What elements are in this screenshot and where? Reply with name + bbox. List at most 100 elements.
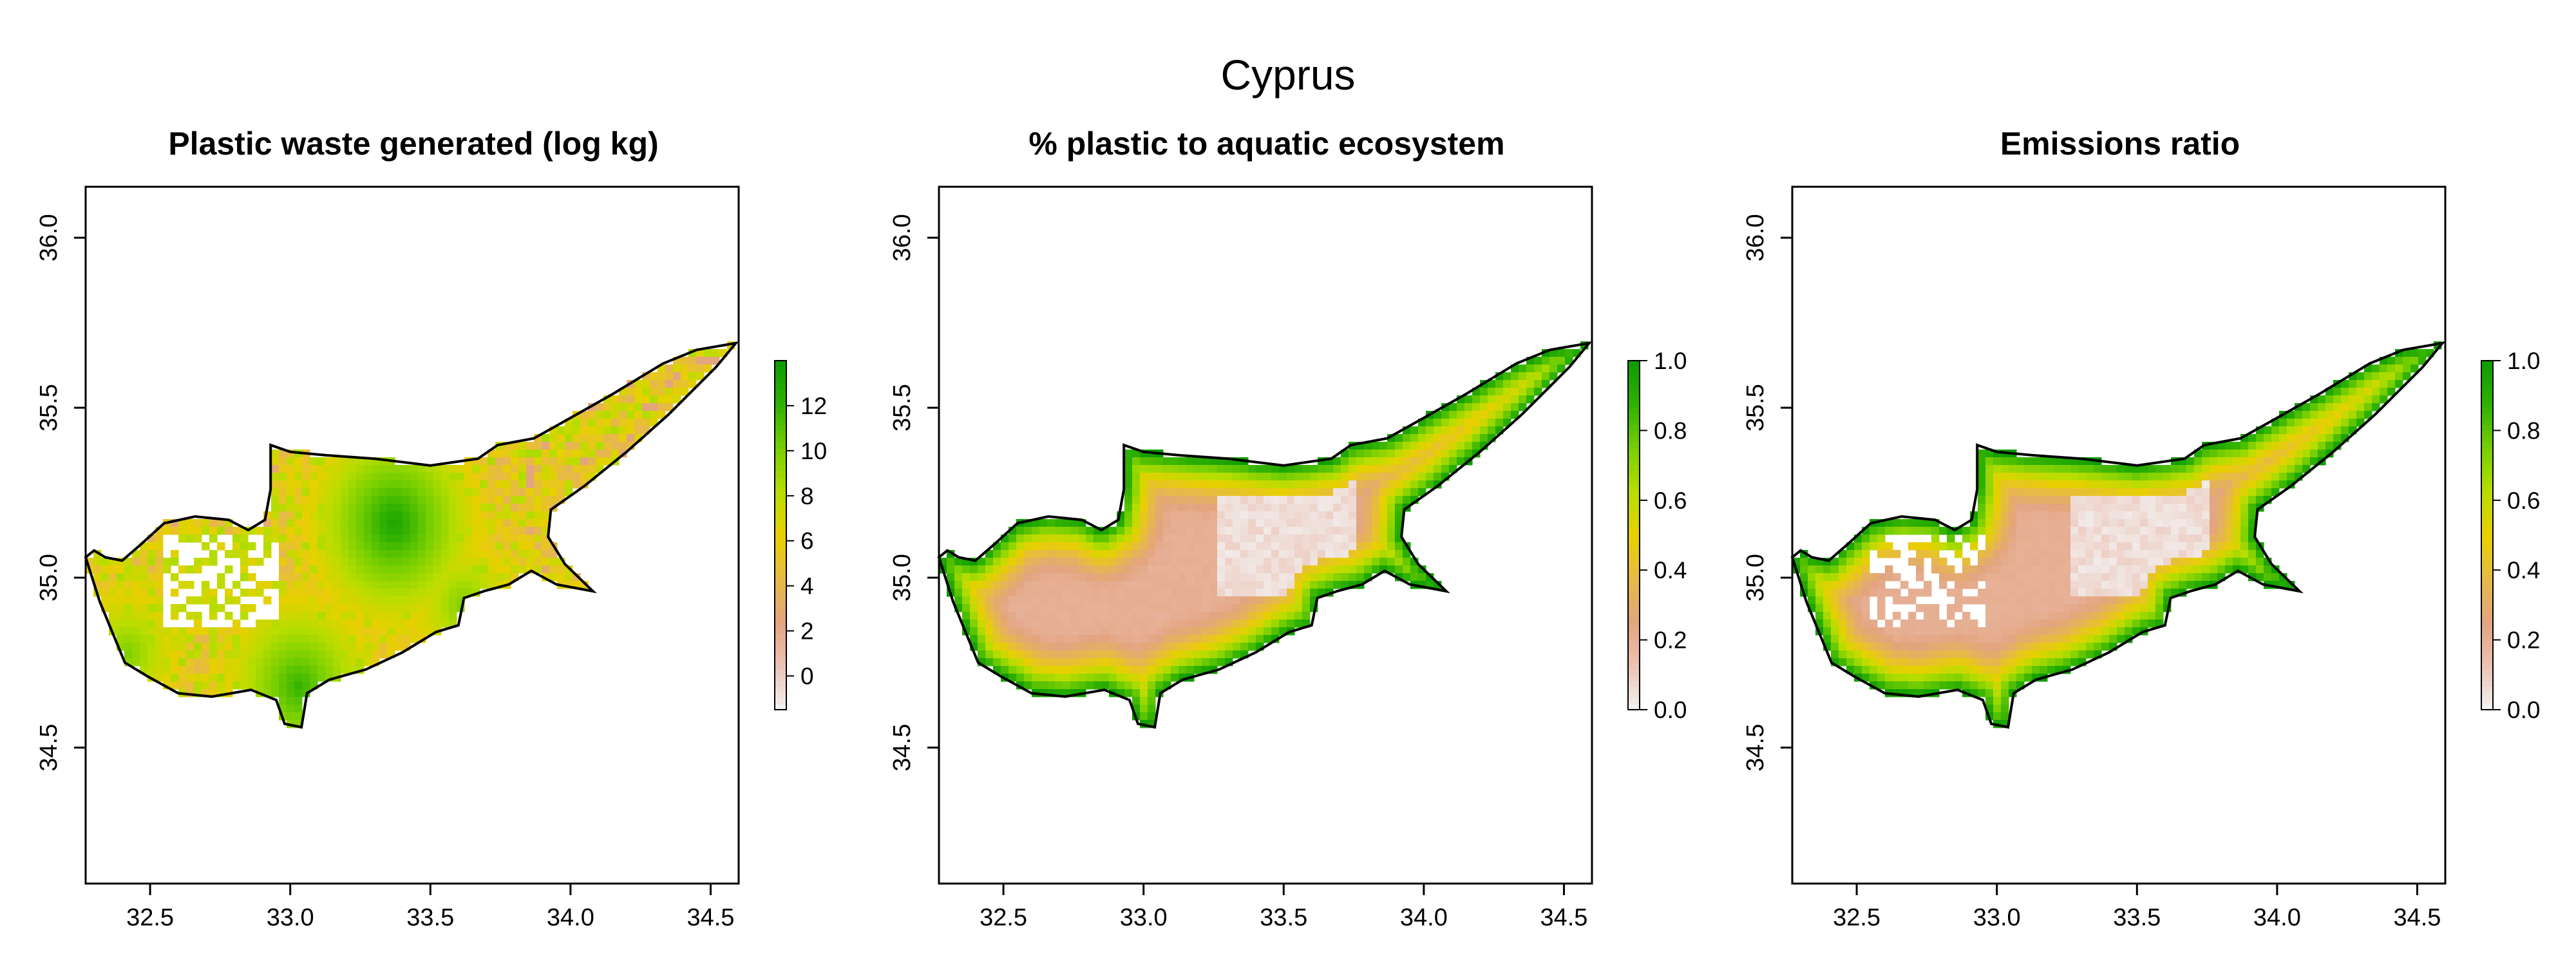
raster-cell	[1171, 674, 1179, 682]
raster-cell	[673, 365, 681, 373]
raster-cell	[1939, 674, 1947, 682]
raster-cell	[209, 558, 218, 566]
raster-cell	[2094, 535, 2102, 543]
raster-cell	[333, 565, 341, 574]
raster-cell	[993, 620, 1001, 628]
raster-cell	[2078, 465, 2087, 473]
raster-cell	[1434, 473, 1442, 481]
raster-cell	[395, 643, 403, 651]
raster-cell	[364, 558, 372, 566]
raster-cell	[970, 565, 978, 574]
raster-cell	[1117, 643, 1125, 651]
raster-cell	[178, 658, 187, 667]
raster-cell	[1519, 403, 1527, 412]
raster-cell	[696, 365, 705, 373]
raster-cell	[1464, 411, 1473, 419]
raster-cell	[1395, 457, 1403, 466]
raster-cell	[1155, 558, 1164, 566]
legend-swatch	[2481, 587, 2493, 594]
raster-cell	[2186, 519, 2195, 527]
raster-cell	[2078, 604, 2087, 612]
raster-cell	[1379, 496, 1388, 504]
raster-cell	[402, 589, 411, 597]
raster-cell	[1001, 658, 1009, 667]
raster-cell	[2055, 620, 2063, 628]
legend-swatch	[775, 680, 786, 687]
raster-cell	[1063, 542, 1071, 551]
raster-cell	[1993, 589, 2002, 597]
raster-cell	[418, 627, 426, 636]
raster-cell	[402, 565, 411, 574]
raster-cell	[1279, 581, 1287, 589]
raster-cell	[2101, 620, 2110, 628]
raster-cell	[2078, 550, 2087, 558]
raster-cell	[1846, 627, 1855, 636]
raster-cell	[1900, 643, 1909, 651]
raster-cell	[1209, 535, 1218, 543]
raster-cell	[1009, 573, 1017, 582]
raster-cell	[1225, 604, 1233, 612]
raster-cell	[2248, 542, 2257, 551]
raster-cell	[2202, 496, 2210, 504]
raster-cell	[2225, 457, 2233, 466]
raster-cell	[1815, 565, 1824, 574]
raster-cell	[302, 650, 310, 659]
raster-cell	[402, 604, 411, 612]
raster-cell	[240, 535, 249, 543]
raster-cell	[1194, 535, 1202, 543]
raster-cell	[1962, 535, 1971, 543]
raster-cell	[970, 604, 978, 612]
raster-cell	[1862, 589, 1870, 597]
raster-cell	[2125, 527, 2133, 535]
legend-swatch	[1628, 430, 1640, 437]
raster-cell	[2109, 627, 2117, 636]
raster-cell	[2171, 504, 2179, 512]
raster-cell	[395, 465, 403, 473]
raster-cell	[410, 519, 419, 527]
raster-cell	[1086, 635, 1094, 643]
raster-cell	[1870, 666, 1878, 674]
legend-swatch	[775, 651, 786, 658]
raster-cell	[2271, 480, 2280, 489]
raster-cell	[1279, 550, 1287, 558]
raster-cell	[1140, 627, 1148, 636]
raster-cell	[1047, 681, 1056, 690]
raster-cell	[2117, 519, 2125, 527]
raster-cell	[2055, 589, 2063, 597]
raster-cell	[232, 581, 241, 589]
raster-cell	[1985, 573, 1994, 582]
raster-cell	[2101, 465, 2110, 473]
raster-cell	[310, 643, 318, 651]
raster-cell	[1140, 612, 1148, 620]
raster-cell	[387, 542, 395, 551]
raster-cell	[1310, 496, 1318, 504]
raster-cell	[2325, 403, 2334, 412]
raster-cell	[364, 542, 372, 551]
legend-swatch	[1628, 436, 1640, 443]
raster-cell	[1109, 558, 1117, 566]
raster-cell	[2078, 480, 2087, 489]
raster-cell	[379, 596, 388, 605]
raster-cell	[1039, 658, 1048, 667]
raster-cell	[2009, 504, 2017, 512]
raster-cell	[681, 372, 689, 381]
raster-cell	[2264, 488, 2272, 497]
raster-cell	[372, 480, 380, 489]
legend-swatch	[2481, 570, 2493, 576]
raster-cell	[1341, 457, 1349, 466]
raster-cell	[1233, 581, 1241, 589]
raster-cell	[1993, 627, 2002, 636]
raster-cell	[441, 519, 450, 527]
raster-cell	[372, 535, 380, 543]
raster-cell	[2333, 426, 2342, 435]
raster-cell	[480, 511, 488, 520]
raster-cell	[2318, 426, 2326, 435]
raster-cell	[1302, 504, 1311, 512]
raster-cell	[1862, 620, 1870, 628]
raster-cell	[271, 480, 279, 489]
raster-cell	[1225, 627, 1233, 636]
raster-cell	[1070, 627, 1079, 636]
raster-cell	[2109, 565, 2117, 574]
raster-cell	[1055, 519, 1063, 527]
raster-cell	[681, 365, 689, 373]
